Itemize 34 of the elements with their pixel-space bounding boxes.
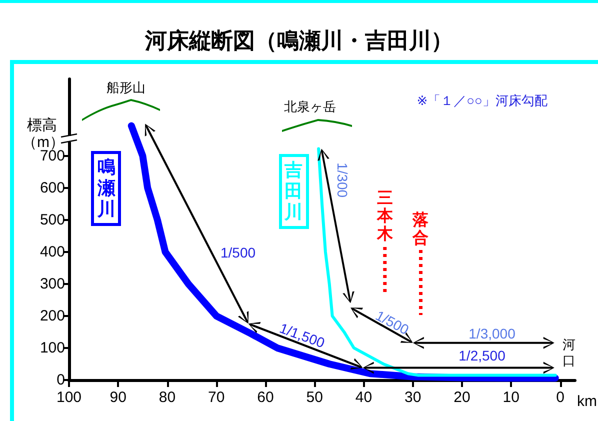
x-tick-label: 0 bbox=[556, 389, 564, 406]
series-label: 吉田川 bbox=[284, 160, 304, 223]
y-tick-label: 100 bbox=[40, 339, 65, 356]
annotation: 北泉ヶ岳 bbox=[284, 98, 336, 114]
x-axis-title: km bbox=[577, 393, 597, 410]
x-tick-label: 50 bbox=[306, 389, 323, 406]
annotation: 1/3,000 bbox=[468, 325, 516, 342]
annotation: ※「１／○○」河床勾配 bbox=[416, 92, 548, 108]
annotation: 船形山 bbox=[106, 80, 146, 96]
y-tick-label: 500 bbox=[40, 211, 65, 228]
chart-title: 河床縦断図（鳴瀬川・吉田川） bbox=[144, 27, 454, 55]
annotation: 1/1,500 bbox=[277, 320, 327, 352]
x-tick-label: 100 bbox=[56, 389, 82, 406]
annotation: 1/300 bbox=[334, 162, 351, 198]
series-label: 鳴瀬川 bbox=[96, 157, 116, 220]
y-tick-label: 200 bbox=[40, 307, 65, 324]
annotation: 1/500 bbox=[372, 307, 412, 338]
annotation: 1/500 bbox=[220, 244, 256, 261]
x-tick-label: 80 bbox=[158, 389, 176, 406]
y-axis-title: 標高（m） bbox=[22, 117, 64, 150]
y-tick-label: 400 bbox=[40, 243, 65, 260]
y-tick-label: 300 bbox=[40, 275, 65, 292]
x-tick-label: 70 bbox=[208, 389, 225, 406]
y-tick-label: 600 bbox=[40, 179, 65, 196]
ref-line-label: 落合 bbox=[412, 212, 430, 248]
x-tick-label: 20 bbox=[454, 389, 470, 406]
x-tick-label: 40 bbox=[355, 389, 372, 406]
ref-line-label: 三本木 bbox=[376, 190, 394, 244]
annotation: 1/2,500 bbox=[458, 347, 506, 364]
x-tick-label: 90 bbox=[110, 389, 126, 406]
x-tick-label: 60 bbox=[257, 389, 274, 406]
x-tick-label: 10 bbox=[502, 389, 520, 406]
x-tick-label: 30 bbox=[404, 389, 422, 406]
annotation: 河口 bbox=[562, 337, 576, 369]
